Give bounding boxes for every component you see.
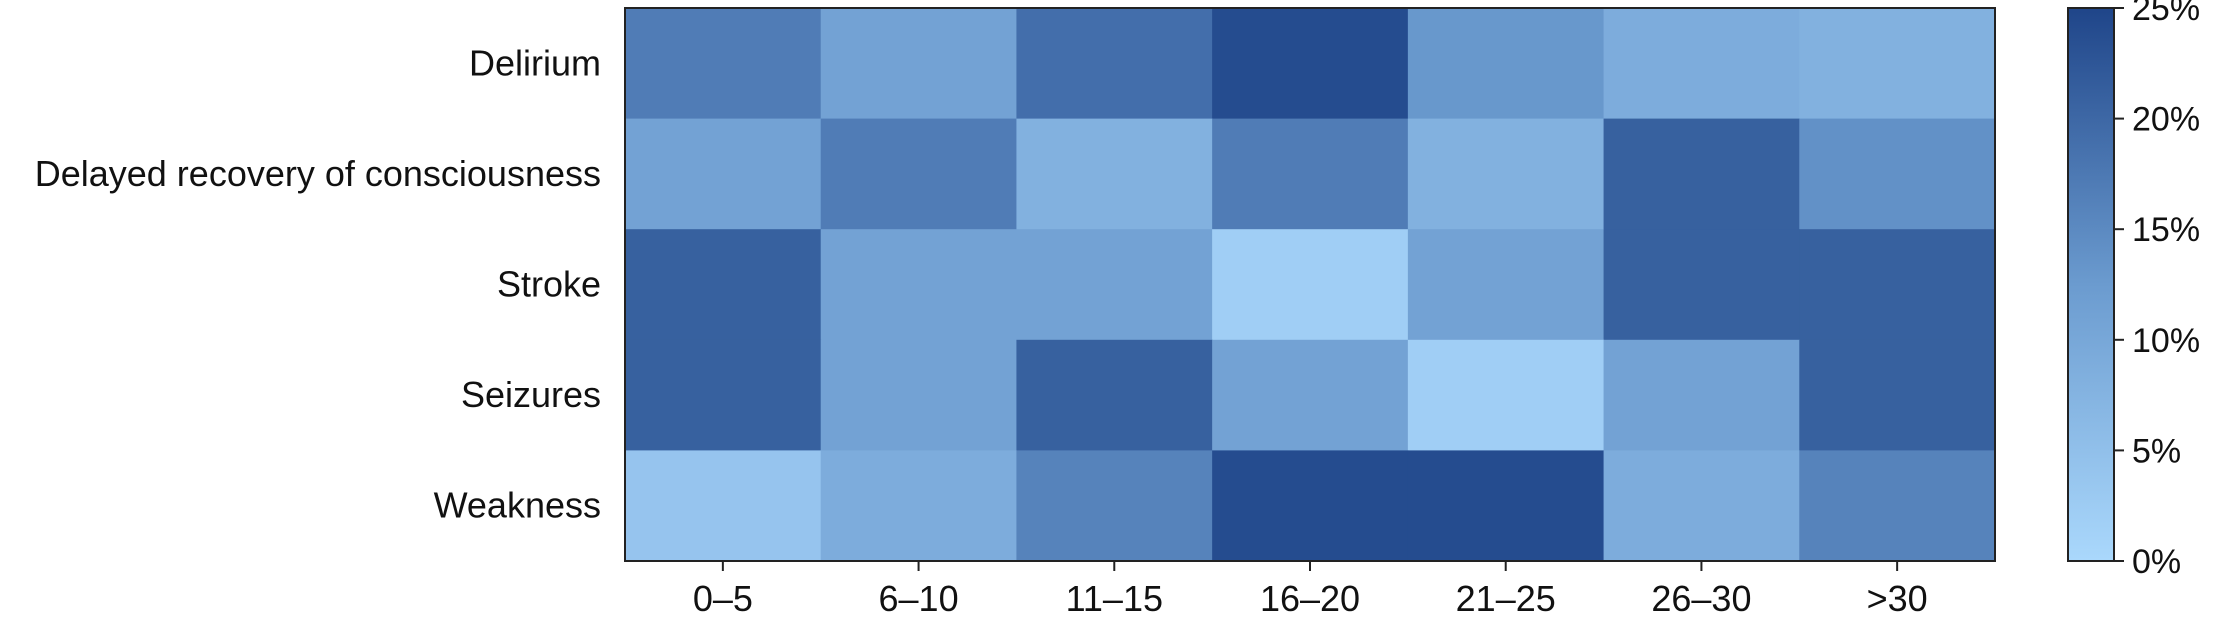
heatmap-cell xyxy=(625,118,822,230)
column-label: 26–30 xyxy=(1651,578,1751,619)
column-label: 6–10 xyxy=(879,578,959,619)
heatmap-cell xyxy=(1799,118,1996,230)
row-label: Delirium xyxy=(469,42,601,83)
heatmap-cell xyxy=(1016,229,1213,341)
heatmap-cell xyxy=(1212,229,1409,341)
column-labels: 0–5 6–10 11–15 16–20 21–25 26–30 >30 xyxy=(693,561,1928,619)
colorbar-gradient xyxy=(2067,7,2115,562)
colorbar-tick-label: 5% xyxy=(2132,432,2181,470)
heatmap-cell xyxy=(1799,229,1996,341)
colorbar-tick-label: 20% xyxy=(2132,101,2200,139)
column-label: 16–20 xyxy=(1260,578,1360,619)
heatmap-cell xyxy=(625,229,822,341)
colorbar-tick-label: 15% xyxy=(2132,211,2200,249)
heatmap-cell xyxy=(1212,8,1409,120)
heatmap-cell xyxy=(820,229,1017,341)
heatmap-cell xyxy=(820,339,1017,451)
column-label: 0–5 xyxy=(693,578,753,619)
heatmap-cell xyxy=(1603,229,1800,341)
heatmap-cell xyxy=(625,450,822,562)
row-label: Seizures xyxy=(461,374,601,415)
colorbar-tick-label: 25% xyxy=(2132,0,2200,28)
heatmap-cells xyxy=(625,8,1996,562)
heatmap-cell xyxy=(1212,339,1409,451)
heatmap-cell xyxy=(820,8,1017,120)
heatmap-cell xyxy=(1016,118,1213,230)
heatmap-cell xyxy=(1603,450,1800,562)
heatmap-cell xyxy=(1016,339,1213,451)
heatmap-cell xyxy=(1016,450,1213,562)
colorbar-tick-label: 0% xyxy=(2132,543,2181,581)
heatmap-cell xyxy=(820,118,1017,230)
heatmap-cell xyxy=(1407,118,1605,230)
heatmap-cell xyxy=(1603,8,1800,120)
heatmap-cell xyxy=(625,339,822,451)
heatmap-cell xyxy=(1407,339,1605,451)
row-label: Delayed recovery of consciousness xyxy=(35,153,601,194)
heatmap-cell xyxy=(1603,339,1800,451)
heatmap-cell xyxy=(1212,450,1409,562)
heatmap-cell xyxy=(625,8,822,120)
row-label: Weakness xyxy=(434,485,601,526)
heatmap-cell xyxy=(1016,8,1213,120)
heatmap-cell xyxy=(1603,118,1800,230)
column-label: 21–25 xyxy=(1456,578,1556,619)
colorbar-tick-label: 10% xyxy=(2132,322,2200,360)
colorbar-ticks: 0% 5% 10% 15% 20% 25% xyxy=(2114,0,2200,581)
heatmap-cell xyxy=(1799,339,1996,451)
heatmap-cell xyxy=(1212,118,1409,230)
heatmap-cell xyxy=(1407,8,1605,120)
column-label: >30 xyxy=(1867,578,1928,619)
heatmap-cell xyxy=(1407,229,1605,341)
heatmap-cell xyxy=(1799,450,1996,562)
heatmap-cell xyxy=(1407,450,1605,562)
column-label: 11–15 xyxy=(1066,578,1163,619)
heatmap-cell xyxy=(1799,8,1996,120)
row-labels: Delirium Delayed recovery of consciousnes… xyxy=(35,42,601,525)
heatmap-cell xyxy=(820,450,1017,562)
row-label: Stroke xyxy=(497,264,601,305)
colorbar: 0% 5% 10% 15% 20% 25% xyxy=(2067,0,2200,581)
